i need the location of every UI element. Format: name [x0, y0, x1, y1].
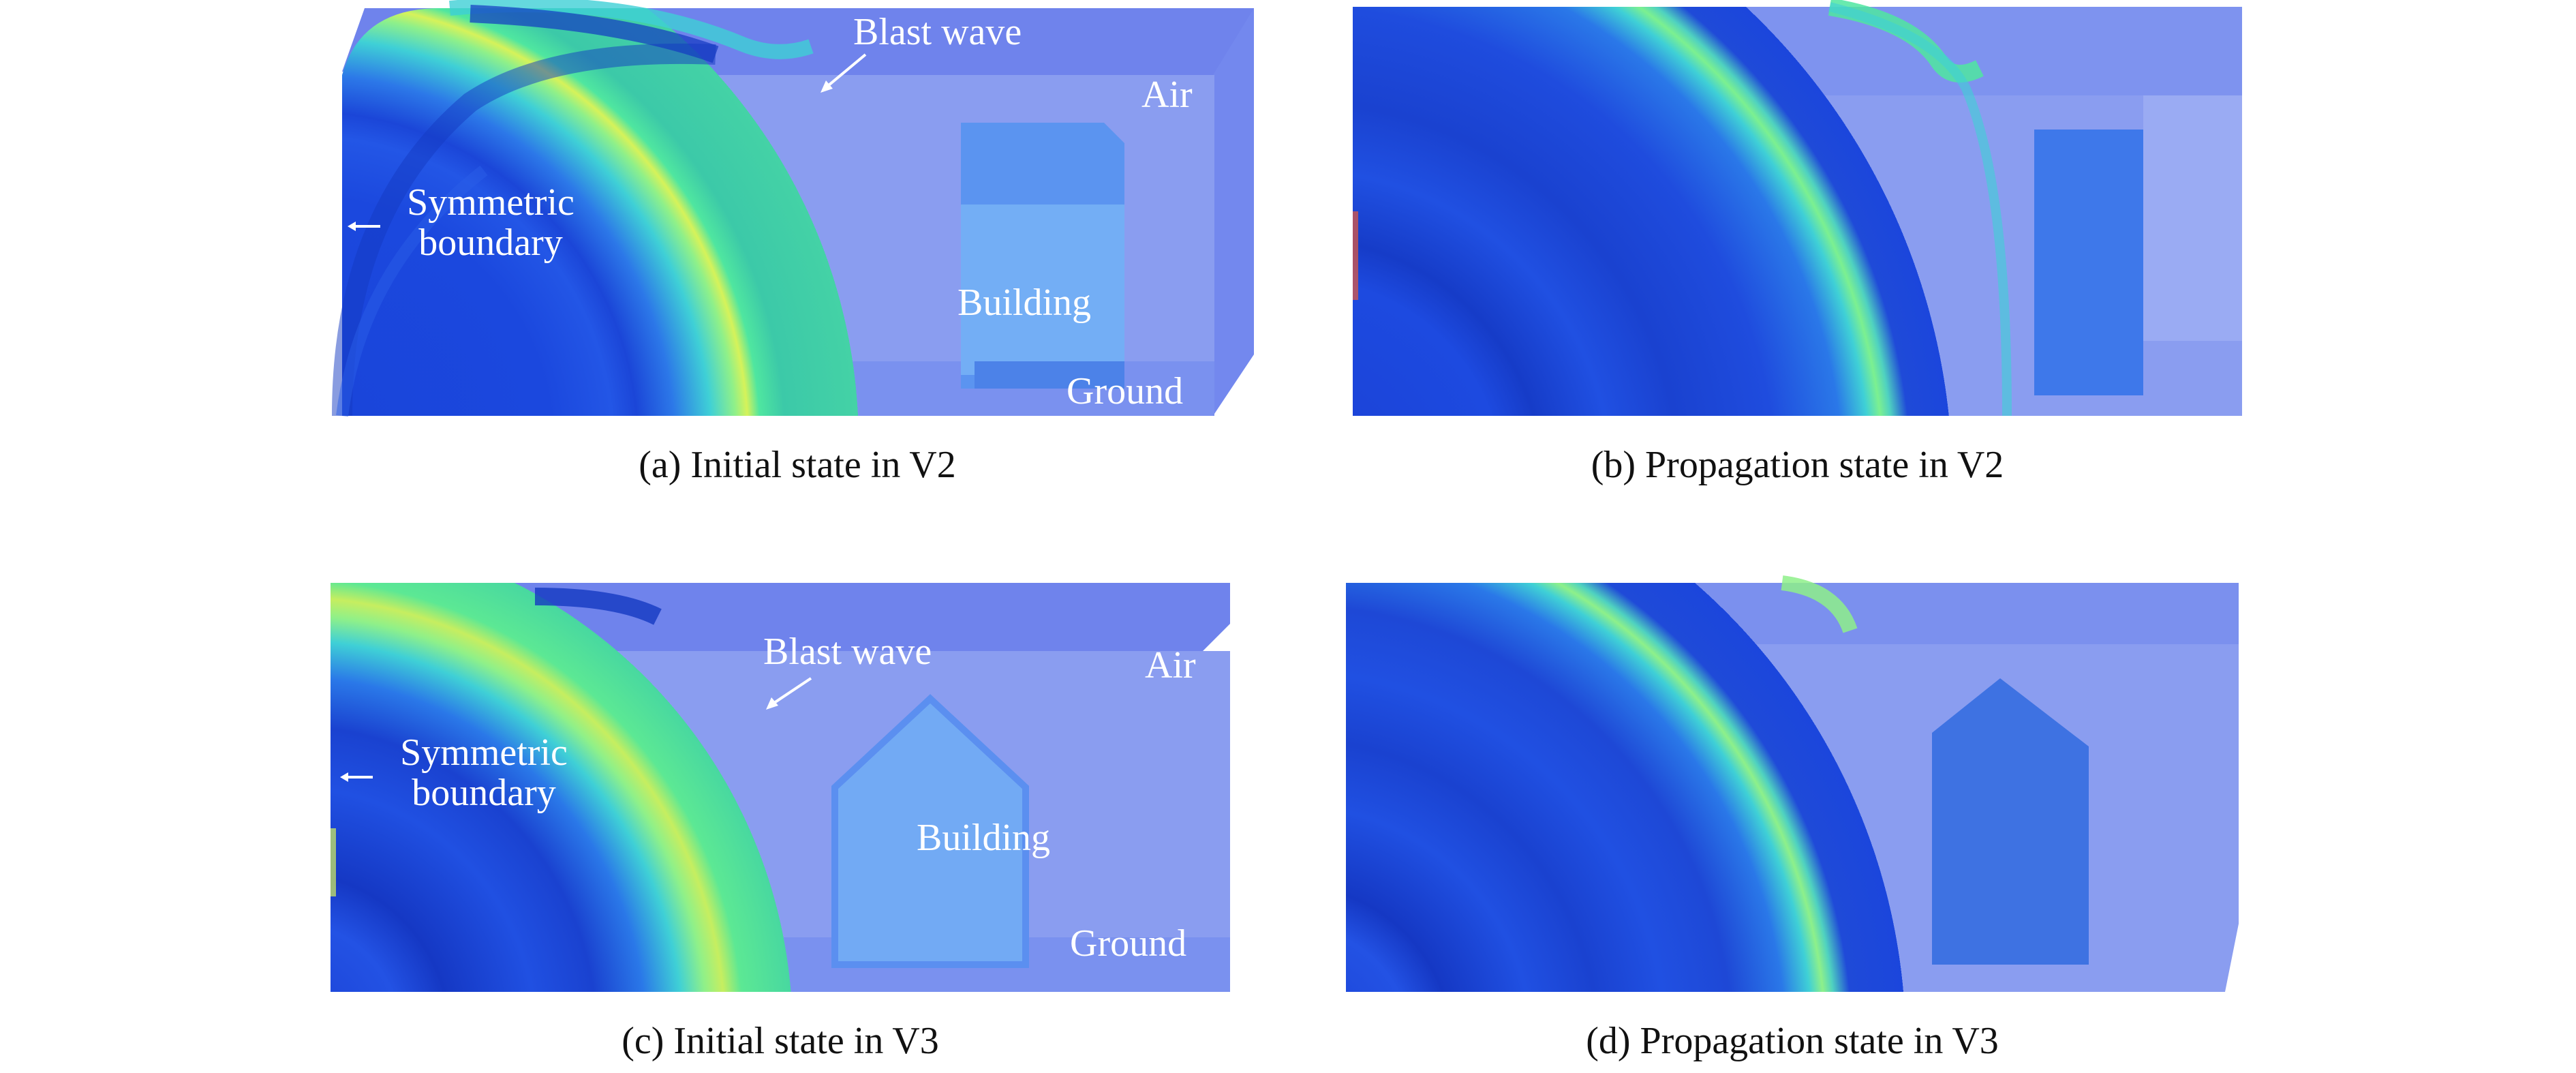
caption-c: (c) Initial state in V3	[622, 1020, 939, 1062]
blast-wave-label-c: Blast wave	[763, 631, 932, 673]
blast-wave-label: Blast wave	[853, 11, 1022, 53]
panel-b-scene	[1353, 0, 2242, 417]
blast-field-c	[331, 583, 862, 992]
symmetric-boundary-label-c: Symmetric boundary	[400, 731, 568, 814]
symmetric-boundary-arrow-c	[340, 772, 373, 782]
building-shape	[961, 123, 1124, 389]
caption-b: (b) Propagation state in V2	[1591, 444, 2004, 486]
blast-field-d	[1346, 583, 1988, 992]
ground-label: Ground	[1067, 370, 1184, 412]
ground-label-c: Ground	[1070, 922, 1187, 965]
caption-a: (a) Initial state in V2	[639, 444, 956, 486]
air-label: Air	[1141, 74, 1193, 116]
panel-c-scene	[331, 583, 1230, 992]
box-side-face	[1213, 8, 1254, 416]
panel-b	[1353, 0, 2242, 417]
symmetric-boundary-label: Symmetric boundary	[407, 181, 574, 264]
panel-a: Blast wave Air Symmetric boundary Buildi…	[332, 0, 1261, 417]
panel-c: Blast wave Air Symmetric boundary Buildi…	[331, 583, 1230, 992]
blast-wave-arrow-c	[766, 677, 812, 710]
blast-wave-arrow	[821, 53, 867, 93]
air-label-c: Air	[1145, 644, 1196, 686]
panel-d	[1346, 575, 2239, 992]
building-label-c: Building	[917, 817, 1051, 859]
panel-d-scene	[1346, 575, 2239, 992]
symmetric-boundary-arrow	[348, 222, 380, 231]
panel-a-scene	[332, 0, 1254, 417]
blast-field	[342, 7, 947, 416]
blast-field-b	[1353, 7, 2067, 416]
building-label: Building	[957, 282, 1092, 324]
caption-d: (d) Propagation state in V3	[1586, 1020, 1999, 1062]
